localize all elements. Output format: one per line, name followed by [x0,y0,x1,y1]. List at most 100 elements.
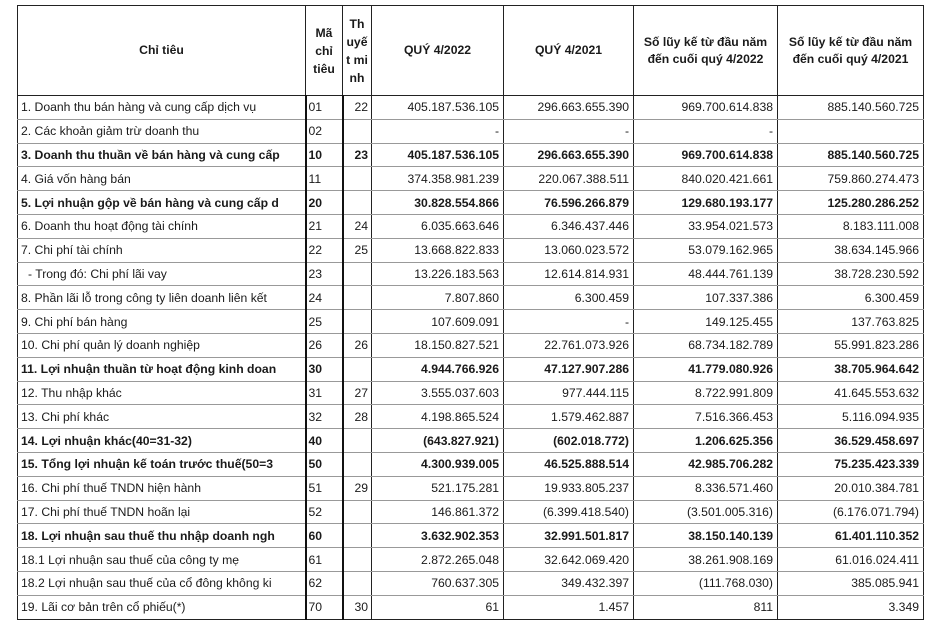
cell-q4-2021: 6.346.437.446 [503,213,634,239]
cell-q4-2021: 296.663.655.390 [503,95,634,120]
cell-ytd-2021: 5.116.094.935 [777,404,924,430]
cell-q4-2022: 2.872.265.048 [371,547,504,572]
table-row: 14. Lợi nhuận khác(40=31-32) 40 (643.827.9… [17,428,924,453]
cell-ytd-2021: (6.176.071.794) [777,499,924,525]
cell-q4-2022: 13.668.822.833 [371,237,504,263]
cell-q4-2022: 61 [371,594,504,620]
row-label: 16. Chi phí thuế TNDN hiện hành [17,475,306,501]
row-code: 30 [304,356,343,382]
cell-q4-2022: 146.861.372 [371,499,504,525]
header-q4-2022: QUÝ 4/2022 [371,5,504,96]
row-label: 18. Lợi nhuận sau thuế thu nhập doanh ng… [17,523,306,549]
cell-q4-2021: 977.444.115 [503,380,634,406]
row-code: 26 [304,332,343,358]
row-code: 22 [304,237,343,263]
cell-q4-2022: 13.226.183.563 [371,261,504,287]
row-code: 10 [304,142,343,168]
row-note [341,309,372,334]
cell-ytd-2021: 8.183.111.008 [777,213,924,239]
cell-q4-2022: (643.827.921) [371,428,504,453]
cell-ytd-2022: 840.020.421.661 [633,166,778,192]
row-label: 17. Chi phí thuế TNDN hoãn lại [17,499,306,525]
cell-ytd-2022: (3.501.005.316) [633,499,778,525]
row-code: 51 [304,475,343,501]
table-body: 1. Doanh thu bán hàng và cung cấp dịch v… [17,95,924,620]
row-note [341,261,372,287]
row-label: 11. Lợi nhuận thuần từ hoạt động kinh do… [17,356,306,382]
cell-ytd-2022: 33.954.021.573 [633,213,778,239]
cell-q4-2021: 296.663.655.390 [503,142,634,168]
row-note: 26 [341,332,372,358]
table-row: 10. Chi phí quản lý doanh nghiệp 26 26 18.1… [17,332,924,358]
cell-q4-2022: 18.150.827.521 [371,332,504,358]
cell-ytd-2021: 20.010.384.781 [777,475,924,501]
header-ytd-2021: Số lũy kế từ đầu năm đến cuối quý 4/2021 [777,5,924,96]
cell-q4-2021: 22.761.073.926 [503,332,634,358]
row-code: 31 [304,380,343,406]
row-note: 25 [341,237,372,263]
cell-q4-2021: 76.596.266.879 [503,190,634,215]
row-note [341,499,372,525]
table-row: 15. Tổng lợi nhuận kế toán trước thuế(50… [17,451,924,477]
row-code: 62 [304,570,343,596]
cell-ytd-2022: 7.516.366.453 [633,404,778,430]
row-note: 27 [341,380,372,406]
row-note: 28 [341,404,372,430]
cell-ytd-2022: 68.734.182.789 [633,332,778,358]
row-note [341,118,372,144]
cell-ytd-2022: 48.444.761.139 [633,261,778,287]
cell-q4-2022: 405.187.536.105 [371,95,504,120]
row-code: 20 [304,190,343,215]
cell-q4-2021: 32.991.501.817 [503,523,634,549]
cell-q4-2021: 12.614.814.931 [503,261,634,287]
row-label: 10. Chi phí quản lý doanh nghiệp [17,332,306,358]
row-label: - Trong đó: Chi phí lãi vay [17,261,306,287]
row-note [341,166,372,192]
cell-ytd-2022: (111.768.030) [633,570,778,596]
cell-q4-2021: - [503,118,634,144]
header-row: Chỉ tiêu Mã chỉ tiêu Th uyế t mi nh QUÝ … [17,5,924,96]
cell-ytd-2022: 38.261.908.169 [633,547,778,572]
cell-ytd-2021: 38.705.964.642 [777,356,924,382]
row-note [341,356,372,382]
cell-ytd-2022: 1.206.625.356 [633,428,778,453]
cell-ytd-2022: - [633,118,778,144]
header-q4-2021: QUÝ 4/2021 [503,5,634,96]
row-code: 01 [304,95,343,120]
cell-q4-2022: 4.300.939.005 [371,451,504,477]
table-row: - Trong đó: Chi phí lãi vay 23 13.226.183.… [17,261,924,287]
cell-ytd-2021: 6.300.459 [777,285,924,311]
row-note [341,428,372,453]
table-row: 9. Chi phí bán hàng 25 107.609.091-149.125… [17,309,924,334]
table-row: 19. Lãi cơ bản trên cổ phiếu(*) 70 30 61 1.4… [17,594,924,620]
row-label: 7. Chi phí tài chính [17,237,306,263]
cell-q4-2021: 6.300.459 [503,285,634,311]
cell-q4-2022: 7.807.860 [371,285,504,311]
row-note [341,523,372,549]
row-note [341,570,372,596]
cell-q4-2022: 374.358.981.239 [371,166,504,192]
cell-ytd-2022: 8.722.991.809 [633,380,778,406]
cell-ytd-2021: 38.728.230.592 [777,261,924,287]
row-label: 18.2 Lợi nhuận sau thuế của cổ đông khôn… [17,570,306,596]
table-row: 12. Thu nhập khác 31 27 3.555.037.603 977.44… [17,380,924,406]
row-label: 15. Tổng lợi nhuận kế toán trước thuế(50… [17,451,306,477]
cell-q4-2022: 521.175.281 [371,475,504,501]
cell-ytd-2021: 36.529.458.697 [777,428,924,453]
cell-ytd-2021: 3.349 [777,594,924,620]
table-row: 5. Lợi nhuận gộp về bán hàng và cung cấp… [17,190,924,215]
cell-q4-2021: (602.018.772) [503,428,634,453]
row-code: 23 [304,261,343,287]
cell-q4-2021: 1.579.462.887 [503,404,634,430]
cell-ytd-2022: 53.079.162.965 [633,237,778,263]
cell-ytd-2022: 41.779.080.926 [633,356,778,382]
header-thuyet-minh: Th uyế t mi nh [342,5,372,96]
row-label: 13. Chi phí khác [17,404,306,430]
header-ytd-2022: Số lũy kế từ đầu năm đến cuối quý 4/2022 [633,5,778,96]
cell-q4-2022: 4.198.865.524 [371,404,504,430]
table-row: 1. Doanh thu bán hàng và cung cấp dịch v… [17,95,924,120]
cell-ytd-2021: 75.235.423.339 [777,451,924,477]
row-code: 70 [304,594,343,620]
cell-q4-2022: 3.555.037.603 [371,380,504,406]
cell-q4-2021: 1.457 [503,594,634,620]
